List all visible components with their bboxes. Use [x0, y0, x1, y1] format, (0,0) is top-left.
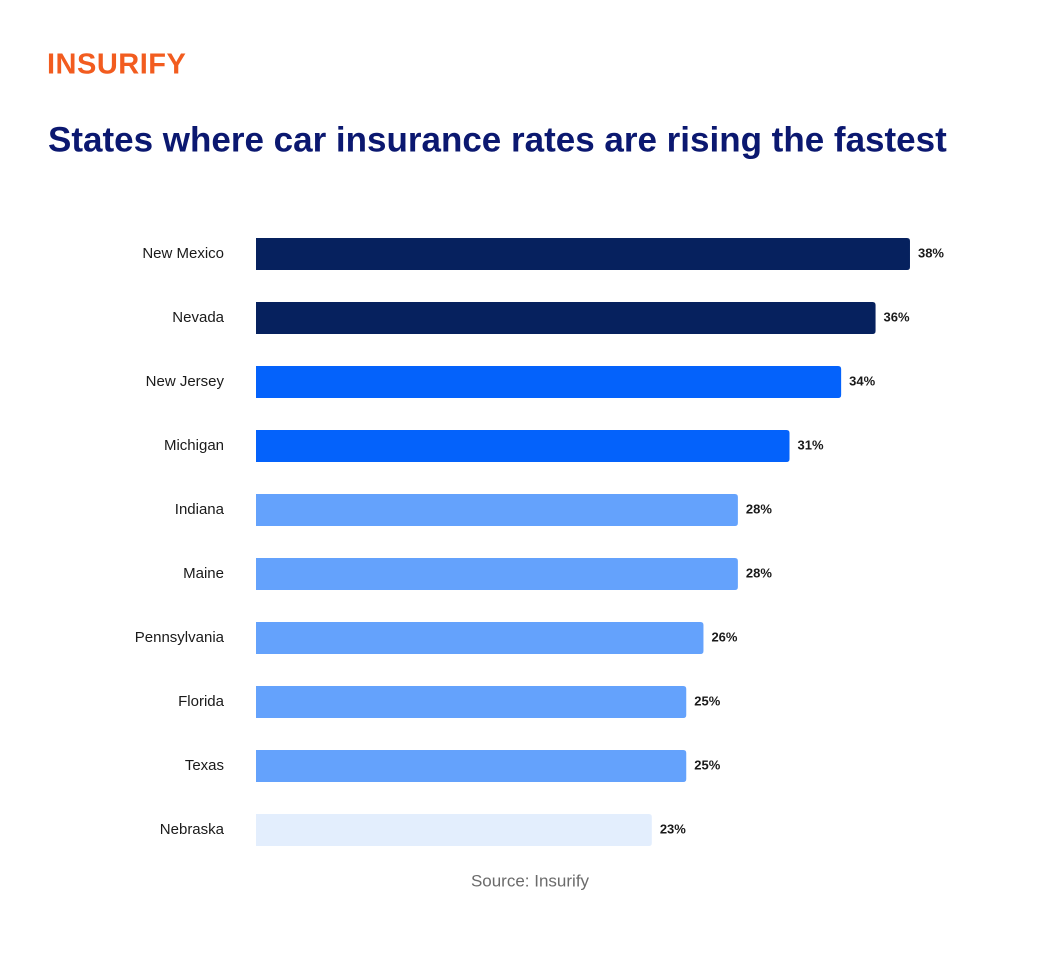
category-label: Pennsylvania — [135, 629, 225, 646]
value-label: 28% — [746, 565, 772, 580]
category-label: Nebraska — [160, 821, 225, 838]
value-label: 38% — [918, 245, 944, 260]
logo: INSURIFY — [47, 49, 186, 81]
bar — [256, 302, 876, 334]
category-label: Michigan — [164, 437, 224, 454]
category-label: Indiana — [175, 501, 225, 518]
source: Source: Insurify — [471, 871, 590, 890]
bar — [256, 558, 738, 590]
value-label: 26% — [711, 629, 737, 644]
category-label: New Mexico — [142, 245, 224, 262]
category-label: Nevada — [172, 309, 224, 326]
chart-title: States where car insurance rates are ris… — [48, 120, 947, 159]
value-label: 23% — [660, 821, 686, 836]
value-label: 28% — [746, 501, 772, 516]
value-label: 36% — [884, 309, 910, 324]
bar — [256, 814, 652, 846]
value-label: 25% — [694, 757, 720, 772]
bar — [256, 430, 790, 462]
category-label: Texas — [185, 757, 224, 774]
value-label: 25% — [694, 693, 720, 708]
bar — [256, 238, 910, 270]
category-label: New Jersey — [146, 373, 225, 390]
category-label: Maine — [183, 565, 224, 582]
category-label: Florida — [178, 693, 225, 710]
value-label: 31% — [798, 437, 824, 452]
value-label: 34% — [849, 373, 875, 388]
bar — [256, 686, 687, 718]
bar — [256, 750, 687, 782]
bar — [256, 494, 738, 526]
bar — [256, 622, 704, 654]
bar — [256, 366, 842, 398]
